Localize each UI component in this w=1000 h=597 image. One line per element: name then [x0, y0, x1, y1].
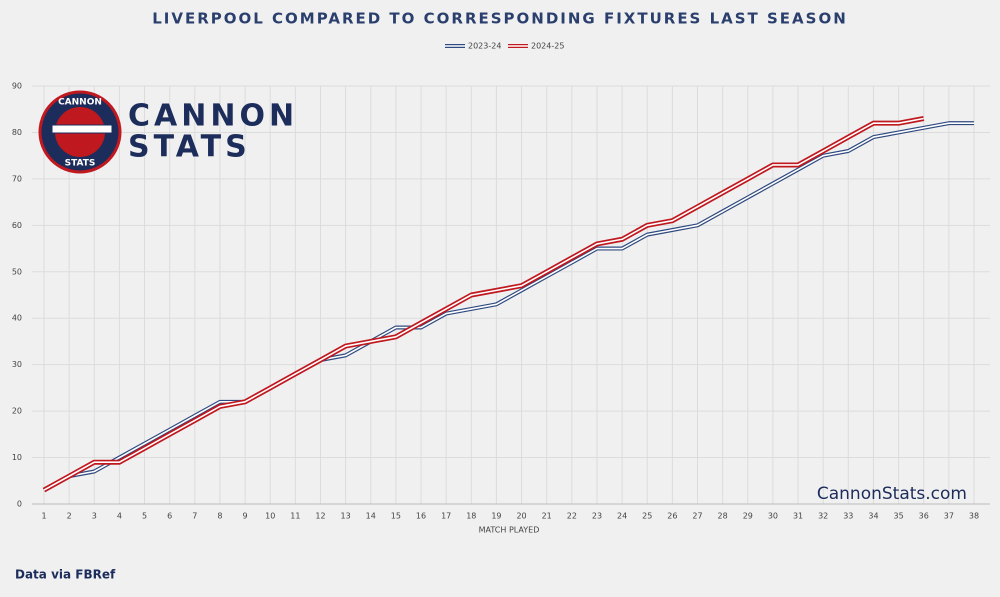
logo-line1: CANNON [128, 99, 298, 134]
x-tick-label: 30 [768, 512, 778, 521]
x-axis-label: MATCH PLAYED [479, 526, 540, 535]
x-tick-label: 27 [692, 512, 702, 521]
x-tick-label: 2 [67, 512, 72, 521]
x-tick-label: 34 [868, 512, 878, 521]
x-tick-label: 19 [491, 512, 501, 521]
y-tick-label: 90 [12, 82, 22, 91]
x-tick-label: 6 [167, 512, 172, 521]
x-tick-label: 28 [718, 512, 728, 521]
x-tick-label: 15 [391, 512, 401, 521]
x-tick-label: 11 [290, 512, 300, 521]
x-tick-label: 23 [592, 512, 602, 521]
y-tick-label: 60 [12, 221, 22, 230]
x-tick-label: 8 [217, 512, 222, 521]
y-tick-label: 20 [12, 407, 22, 416]
x-tick-label: 21 [542, 512, 552, 521]
logo-ring-top: CANNON [58, 98, 102, 108]
series-line-highlight [43, 117, 924, 491]
y-tick-label: 70 [12, 174, 22, 183]
logo: CANNON STATS CANNON STATS [38, 90, 298, 174]
x-tick-label: 33 [843, 512, 853, 521]
x-tick-label: 26 [667, 512, 677, 521]
x-tick-label: 20 [516, 512, 526, 521]
legend-label: 2023-24 [468, 42, 501, 51]
x-tick-label: 24 [617, 512, 627, 521]
y-tick-label: 30 [12, 360, 22, 369]
watermark: CannonStats.com [817, 484, 967, 504]
x-tick-label: 14 [366, 512, 376, 521]
x-tick-label: 17 [441, 512, 451, 521]
x-tick-label: 37 [944, 512, 954, 521]
chart-title: LIVERPOOL COMPARED TO CORRESPONDING FIXT… [152, 10, 848, 28]
y-tick-label: 0 [17, 500, 22, 509]
x-tick-label: 10 [265, 512, 275, 521]
x-tick-label: 1 [41, 512, 46, 521]
x-tick-label: 12 [315, 512, 325, 521]
x-tick-label: 18 [466, 512, 476, 521]
x-tick-label: 32 [818, 512, 828, 521]
x-tick-label: 38 [969, 512, 979, 521]
y-tick-label: 80 [12, 128, 22, 137]
x-tick-label: 16 [416, 512, 426, 521]
source: Data via FBRef [15, 568, 116, 582]
y-tick-label: 40 [12, 314, 22, 323]
x-tick-label: 25 [642, 512, 652, 521]
x-tick-label: 29 [743, 512, 753, 521]
y-tick-label: 50 [12, 267, 22, 276]
x-tick-label: 5 [142, 512, 147, 521]
series-line-highlight [43, 122, 974, 491]
x-tick-label: 13 [341, 512, 351, 521]
x-tick-label: 9 [243, 512, 248, 521]
x-tick-label: 22 [567, 512, 577, 521]
x-tick-label: 31 [793, 512, 803, 521]
x-tick-label: 7 [192, 512, 197, 521]
x-tick-label: 3 [92, 512, 97, 521]
logo-line2: STATS [128, 130, 251, 165]
logo-cannon [51, 124, 113, 134]
x-tick-label: 36 [919, 512, 929, 521]
logo-ring-bottom: STATS [65, 159, 96, 169]
y-tick-label: 10 [12, 453, 22, 462]
x-tick-label: 4 [117, 512, 122, 521]
legend-label: 2024-25 [531, 42, 564, 51]
x-tick-label: 35 [894, 512, 904, 521]
